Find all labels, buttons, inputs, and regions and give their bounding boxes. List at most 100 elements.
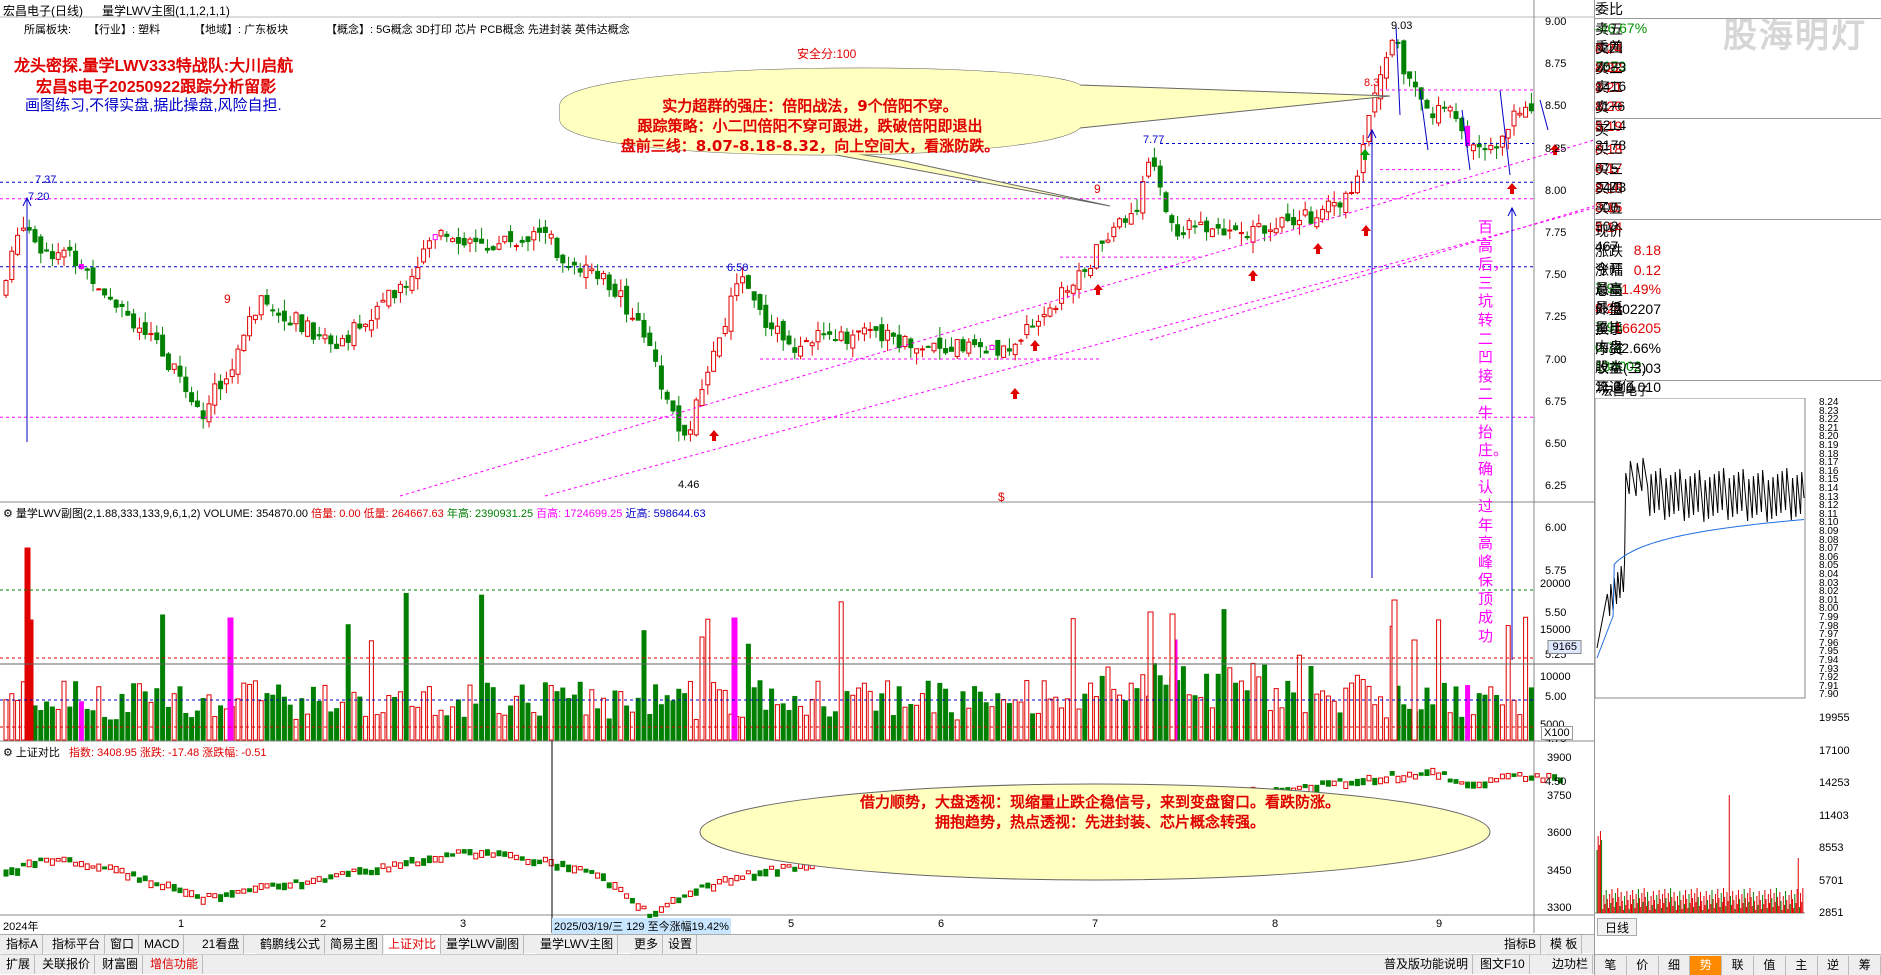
volume-bar — [1024, 679, 1030, 741]
feature-tab[interactable]: 普及版功能说明 — [1380, 955, 1474, 974]
volume-header: ⚙ 量学LWV副图(2,1.88,333,133,9,6,1,2) VOLUME… — [3, 508, 706, 520]
volume-axis-tick: 20000 — [1540, 578, 1571, 590]
index-value: 指数: 3408.95 — [68, 747, 137, 759]
template-tab[interactable]: 指标B — [1500, 935, 1542, 954]
feature-tab[interactable]: 财富圈 — [98, 955, 144, 974]
volume-bar — [293, 718, 299, 741]
intraday-price-tick: 7.90 — [1819, 689, 1839, 701]
candle — [676, 405, 682, 432]
intraday-price-tick: 8.07 — [1819, 543, 1839, 555]
volume-bar — [1122, 700, 1128, 741]
quote-tab[interactable]: 逆 — [1817, 956, 1850, 975]
ask-row[interactable]: 卖五 8.24 2083 — [1595, 20, 1881, 75]
indicator-tab[interactable]: 指标A — [2, 935, 44, 954]
chart-canvas[interactable] — [0, 0, 1594, 975]
intraday-chart[interactable] — [1595, 398, 1881, 936]
volume-bar — [1343, 687, 1349, 741]
sector-industry[interactable]: 【行业】: 塑料 — [88, 24, 161, 36]
ask-price: 8.19 — [1595, 117, 1623, 134]
volume-bar — [821, 706, 827, 741]
bid-row[interactable]: 买二 8.17 2443 — [1595, 140, 1881, 195]
ask-label: 卖二 — [1595, 79, 1623, 96]
ask-row[interactable]: 卖二 8.20 5214 — [1595, 78, 1881, 133]
volume-bar — [566, 698, 572, 741]
indicator-tab[interactable]: 鹤鹏线公式 — [256, 935, 326, 954]
sector-region[interactable]: 【地域】: 广东板块 — [194, 24, 289, 36]
stat-row: 外盘 166205 内盘 136002 — [1595, 300, 1881, 374]
candle — [1035, 320, 1041, 327]
quote-tab[interactable]: 笔 — [1595, 956, 1627, 975]
bid-row[interactable]: 买一 8.18 675 — [1595, 121, 1881, 176]
candle — [856, 330, 862, 333]
quote-tab[interactable]: 联 — [1722, 956, 1754, 975]
stat-label: 收益(三) — [1595, 360, 1647, 377]
candle — [769, 322, 775, 330]
ask-row[interactable]: 卖四 8.22 1416 — [1595, 39, 1881, 94]
volume-bar — [1140, 674, 1146, 741]
volume-bar — [1134, 688, 1140, 741]
indicator-tab[interactable]: 设置 — [664, 935, 698, 954]
feature-tab[interactable]: 增信功能 — [146, 955, 204, 974]
volume-bar — [989, 706, 995, 741]
candle — [96, 288, 102, 291]
candle — [786, 335, 792, 345]
volume-bar — [403, 592, 409, 741]
quote-tab[interactable]: 势 — [1690, 956, 1723, 975]
indicator-tab[interactable]: 指标平台 — [48, 935, 106, 954]
ask-row[interactable]: 卖一 8.19 2178 — [1595, 98, 1881, 153]
candle — [861, 327, 867, 335]
intraday-price-tick: 8.19 — [1819, 440, 1839, 451]
ask-price: 8.21 — [1595, 78, 1623, 95]
ask-label: 卖四 — [1595, 40, 1623, 57]
indicator-tab[interactable]: 21看盘 — [198, 935, 245, 954]
candle — [606, 274, 612, 291]
quote-tab[interactable]: 筹 — [1849, 956, 1881, 975]
candle — [508, 231, 514, 243]
volume-bar — [258, 700, 264, 741]
indicator-tab[interactable]: 上证对比 — [384, 935, 442, 954]
ask-row[interactable]: 卖三 8.21 1176 — [1595, 59, 1881, 114]
template-tab[interactable]: 模 板 — [1546, 935, 1583, 954]
bid-row[interactable]: 买五 8.14 467 — [1595, 199, 1881, 254]
indicator-tab[interactable]: 更多 — [630, 935, 664, 954]
stat-value: 0.12 — [1633, 261, 1661, 278]
quote-tab[interactable]: 主 — [1785, 956, 1818, 975]
kline-chart-area[interactable]: 宏昌电子(日线) 量学LWV主图(1,1,2,1,1) 所属板块: 【行业】: … — [0, 0, 1627, 975]
indicator-tab[interactable]: 量学LWV副图 — [442, 935, 525, 954]
indicator-tab[interactable]: MACD — [140, 935, 185, 954]
candle — [1093, 244, 1099, 269]
quote-tab[interactable]: 值 — [1754, 956, 1786, 975]
feature-tab[interactable]: 关联报价 — [38, 955, 96, 974]
indicator-tab[interactable]: 量学LWV主图 — [536, 935, 619, 954]
weibi-value: -46.67% — [1595, 20, 1648, 36]
indicator-tab[interactable]: 窗口 — [106, 935, 140, 954]
quote-tab[interactable]: 细 — [1658, 956, 1691, 975]
candle — [705, 371, 711, 386]
bid-row[interactable]: 买四 8.15 503 — [1595, 179, 1881, 234]
intraday-price-tick: 7.91 — [1819, 680, 1839, 692]
volume-bar — [885, 680, 891, 741]
candle — [1163, 192, 1169, 213]
volume-bar — [9, 693, 15, 741]
candle — [502, 235, 508, 243]
bid-row[interactable]: 买三 8.16 300 — [1595, 160, 1881, 215]
volume-bar — [473, 703, 479, 741]
period-button[interactable]: 日线 — [1597, 918, 1637, 936]
feature-tab[interactable]: 图文F10 — [1476, 955, 1530, 974]
sector-concept[interactable]: 【概念】: 5G概念 3D打印 芯片 PCB概念 先进封装 英伟达概念 — [326, 24, 630, 36]
candle — [339, 338, 345, 347]
feature-tab[interactable]: 边功栏 — [1548, 955, 1594, 974]
volume-bar — [380, 712, 386, 741]
volume-bar — [856, 687, 862, 741]
index-name[interactable]: 上证对比 — [15, 747, 60, 759]
main-indicator-name[interactable]: 量学LWV主图(1,1,2,1,1) — [102, 4, 230, 18]
indicator-tab[interactable]: 简易主图 — [326, 935, 384, 954]
quote-tab[interactable]: 价 — [1626, 956, 1659, 975]
feature-tab[interactable]: 扩展 — [2, 955, 36, 974]
volume-indicator-name[interactable]: 量学LWV副图(2,1.88,333,133,9,6,1,2) — [15, 508, 201, 520]
price-label-650: 6.50 — [727, 262, 749, 274]
price-label-720: 7.20 — [28, 191, 50, 203]
candle — [885, 329, 891, 341]
stat-row: 涨跌 0.12 最高 8.24 — [1595, 242, 1881, 316]
volume-bar — [1070, 618, 1076, 741]
